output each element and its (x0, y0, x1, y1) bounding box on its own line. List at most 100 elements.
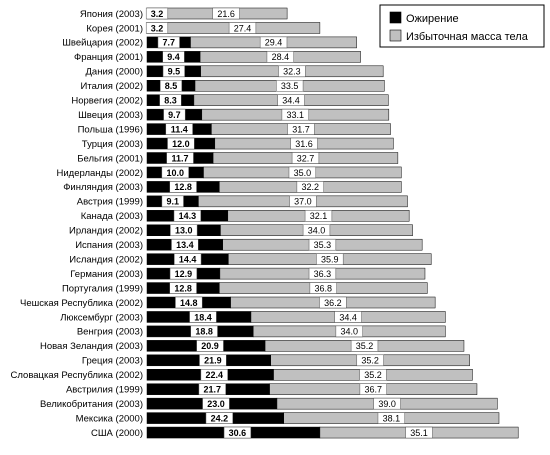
obesity-value-box (145, 7, 169, 20)
obesity-value-label: 12.8 (174, 283, 192, 293)
overweight-value-box (309, 282, 337, 294)
category-label: Япония (2003) (80, 9, 143, 20)
obesity-value-label: 14.4 (179, 254, 197, 264)
category-label: Канада (2003) (81, 211, 143, 222)
overweight-value-box (359, 383, 387, 395)
category-label: Исландия (2002) (69, 254, 143, 265)
obesity-value-box (199, 354, 227, 367)
category-label: Австрилия (1999) (66, 385, 143, 396)
overweight-value-box (316, 253, 344, 265)
obesity-value-label: 13.0 (175, 226, 193, 236)
obesity-value-label: 22.4 (206, 370, 224, 380)
obesity-value-box (173, 210, 202, 222)
overweight-value-label: 36.8 (315, 283, 333, 293)
category-labels: Япония (2003) Корея (2001) Швейцария (2002… (11, 9, 143, 439)
obesity-value-label: 12.8 (174, 182, 192, 192)
overweight-value-label: 32.7 (297, 153, 315, 163)
obesity-value-label: 13.4 (176, 240, 194, 250)
obesity-value-label: 9.4 (167, 52, 180, 62)
overweight-value-label: 33.1 (287, 110, 305, 120)
obesity-value-label: 10.0 (166, 168, 184, 178)
overweight-value-box (266, 51, 294, 63)
obesity-value-label: 23.0 (207, 399, 225, 409)
overweight-value-box (405, 426, 433, 439)
obesity-value-box (162, 51, 185, 63)
overweight-value-label: 36.3 (314, 269, 332, 279)
legend-box (379, 4, 545, 48)
overweight-value-label: 33.5 (281, 81, 299, 91)
overweight-value-box (308, 267, 337, 280)
overweight-value-label: 37.0 (294, 197, 312, 207)
category-label: США (2000) (91, 428, 143, 439)
obesity-value-box (200, 369, 228, 381)
obesity-value-label: 14.8 (180, 298, 198, 308)
overweight-value-label: 34.4 (282, 96, 300, 106)
obesity-value-box (223, 426, 252, 439)
overweight-value-box (259, 36, 288, 49)
obesity-value-label: 18.4 (194, 312, 212, 322)
overweight-value-label: 35.2 (356, 341, 374, 351)
obesity-value-box (174, 253, 202, 265)
overweight-value-label: 27.4 (234, 23, 252, 33)
obesity-value-label: 12.9 (175, 269, 193, 279)
obesity-value-box (166, 152, 194, 164)
overweight-value-box (291, 152, 320, 164)
overweight-value-label: 36.2 (324, 298, 342, 308)
category-label: Чешская Республика (2002) (20, 298, 143, 309)
obesity-value-box (165, 123, 193, 135)
obesity-value-box (159, 80, 183, 92)
overweight-value-box (377, 412, 406, 424)
category-label: Испания (2003) (75, 240, 143, 251)
legend-swatch-obesity (389, 11, 402, 24)
overweight-value-box (287, 123, 315, 135)
overweight-value-label: 35.3 (314, 240, 332, 250)
value-labels: 3.2 21.6 3.2 27.4 7.7 29.4 9.4 28.4 9.5 32.3 8.5 33… (145, 7, 433, 439)
category-label: Швеция (2003) (78, 110, 143, 121)
obesity-value-box (161, 166, 189, 179)
category-label: Польша (1996) (78, 124, 143, 135)
category-label: Франция (2001) (74, 52, 143, 63)
obesity-value-box (157, 36, 180, 49)
legend-label-obesity: Ожирение (406, 13, 459, 25)
category-label: Ирландия (2002) (69, 226, 143, 237)
overweight-value-box (356, 354, 384, 367)
overweight-value-box (288, 166, 317, 179)
obesity-value-box (162, 65, 185, 78)
obesity-value-box (171, 238, 199, 251)
overweight-value-box (319, 296, 347, 309)
overweight-value-box (290, 137, 318, 150)
overweight-value-box (308, 238, 337, 251)
obesity-value-label: 24.2 (211, 413, 229, 423)
overweight-value-label: 34.0 (341, 327, 359, 337)
obesity-value-label: 21.7 (204, 385, 222, 395)
category-label: Австрия (1999) (77, 197, 143, 208)
obesity-value-label: 3.2 (151, 23, 164, 33)
obesity-value-label: 18.8 (195, 327, 213, 337)
overweight-value-label: 35.9 (321, 254, 339, 264)
category-label: Новая Зеландия (2003) (40, 341, 143, 352)
obesity-value-label: 21.9 (204, 356, 222, 366)
obesity-value-box (205, 412, 234, 424)
overweight-value-label: 35.2 (364, 370, 382, 380)
overweight-value-label: 35.2 (361, 356, 379, 366)
category-label: Словацкая Республика (2002) (11, 370, 143, 381)
overweight-value-label: 36.7 (365, 385, 383, 395)
overweight-value-box (228, 22, 257, 34)
overweight-value-box (350, 340, 379, 352)
overweight-value-label: 38.1 (383, 413, 401, 423)
obesity-value-label: 7.7 (162, 38, 175, 48)
obesity-value-label: 14.3 (179, 211, 197, 221)
obesity-value-label: 8.3 (164, 96, 177, 106)
obesity-value-box (169, 181, 197, 193)
overweight-value-label: 21.6 (217, 9, 235, 19)
overweight-value-label: 39.0 (378, 399, 396, 409)
obesity-value-label: 8.5 (165, 81, 178, 91)
category-label: Люксембург (2003) (60, 312, 143, 323)
category-label: Норвегия (2002) (71, 96, 143, 107)
overweight-value-label: 32.3 (283, 67, 301, 77)
category-label: Венгрия (2003) (77, 327, 143, 338)
category-label: Финляндия (2003) (63, 182, 143, 193)
overweight-value-box (334, 311, 362, 323)
overweight-value-label: 28.4 (272, 52, 290, 62)
